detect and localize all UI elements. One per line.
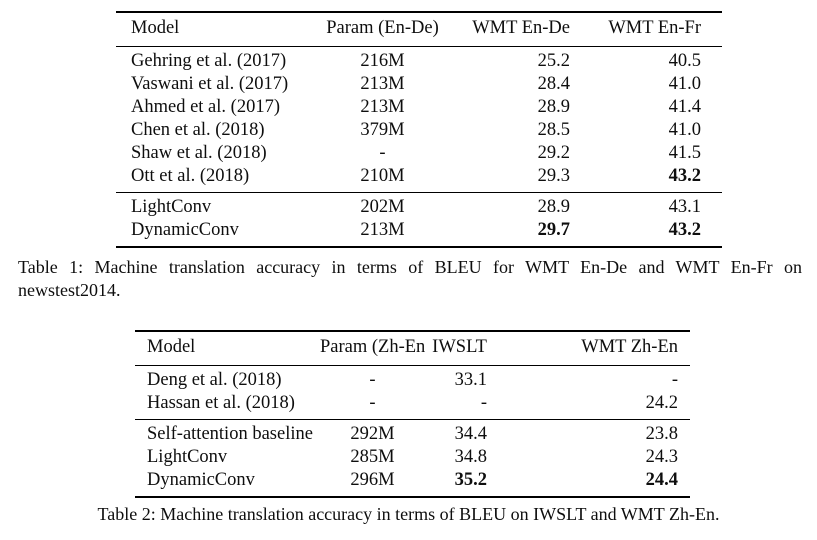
table-row: Vaswani et al. (2017) 213M 28.4 41.0	[116, 73, 722, 96]
value-cell: 24.3	[645, 447, 678, 467]
value-cell: 40.5	[668, 51, 701, 71]
table-row: DynamicConv 296M 35.2 24.4	[135, 469, 690, 497]
value-cell: 41.0	[668, 74, 701, 94]
value-cell: 41.5	[668, 143, 701, 163]
value-cell: 213M	[360, 97, 405, 117]
column-header-iwslt: IWSLT	[432, 337, 487, 357]
table-1-group-baselines: Gehring et al. (2017) 216M 25.2 40.5 Vaswani…	[116, 47, 722, 193]
value-cell: 210M	[360, 166, 405, 186]
table-2-group-baselines: Deng et al. (2018) -33.1- Hassan et al. (2…	[135, 366, 690, 420]
model-cell: Vaswani et al. (2017)	[131, 74, 289, 94]
table-row: Gehring et al. (2017) 216M 25.2 40.5	[116, 47, 722, 74]
model-cell: Chen et al. (2018)	[131, 120, 265, 140]
value-cell: 34.8	[454, 447, 487, 467]
value-cell: 28.5	[537, 120, 570, 140]
table-1-caption: Table 1: Machine translation accuracy in…	[18, 257, 802, 300]
value-cell: -	[379, 143, 386, 163]
value-cell: 41.0	[668, 120, 701, 140]
table-2-caption: Table 2: Machine translation accuracy in…	[97, 504, 720, 524]
column-header-param-en-de: Param (En-De)	[326, 18, 439, 38]
column-header-param-zh-en: Param (Zh-En)	[320, 337, 425, 357]
table-1-container: Model Param (En-De) WMT En-De WMT En-Fr Geh…	[116, 11, 722, 248]
value-cell: -	[369, 370, 376, 390]
value-cell: 35.2	[454, 470, 487, 490]
model-cell: Ott et al. (2018)	[131, 166, 250, 186]
value-cell: -	[671, 370, 678, 390]
value-cell: 296M	[350, 470, 395, 490]
model-cell: DynamicConv	[131, 220, 239, 240]
value-cell: 29.2	[537, 143, 570, 163]
value-cell: 23.8	[645, 424, 678, 444]
table-row: Deng et al. (2018) - 33.1 -	[135, 366, 690, 393]
value-cell: 24.4	[645, 470, 678, 490]
table-1-head: Model Param (En-De) WMT En-De WMT En-Fr	[116, 12, 722, 47]
value-cell: 213M	[360, 220, 405, 240]
value-cell: 216M	[360, 51, 405, 71]
value-cell: 43.2	[668, 166, 701, 186]
value-cell: 202M	[360, 197, 405, 217]
value-cell: 29.7	[537, 220, 570, 240]
value-cell: 25.2	[537, 51, 570, 71]
value-cell: 285M	[350, 447, 395, 467]
table-row: Shaw et al. (2018) - 29.2 41.5	[116, 142, 722, 165]
table-row: LightConv 285M 34.8 24.3	[135, 446, 690, 469]
value-cell: -	[369, 393, 376, 413]
value-cell: 292M	[350, 424, 395, 444]
column-header-model: Model	[147, 337, 196, 357]
header-row: Model Param (Zh-En) IWSLT WMT Zh-En	[135, 331, 690, 366]
table-row: Self-attention baseline 292M 34.4 23.8	[135, 420, 690, 447]
model-cell: DynamicConv	[147, 470, 255, 490]
header-row: Model Param (En-De) WMT En-De WMT En-Fr	[116, 12, 722, 47]
value-cell: 34.4	[454, 424, 487, 444]
value-cell: 33.1	[454, 370, 487, 390]
table-row: Chen et al. (2018) 379M 28.5 41.0	[116, 119, 722, 142]
table-row: LightConv 202M 28.9 43.1	[116, 193, 722, 220]
table-row: Hassan et al. (2018) - - 24.2	[135, 392, 690, 420]
model-cell: LightConv	[131, 197, 212, 217]
model-cell: Gehring et al. (2017)	[131, 51, 287, 71]
table-row: Ahmed et al. (2017) 213M 28.9 41.4	[116, 96, 722, 119]
model-cell: LightConv	[147, 447, 228, 467]
model-cell: Shaw et al. (2018)	[131, 143, 267, 163]
column-header-wmt-zh-en: WMT Zh-En	[581, 337, 678, 357]
value-cell: 28.9	[537, 197, 570, 217]
value-cell: 43.2	[668, 220, 701, 240]
value-cell: 24.2	[645, 393, 678, 413]
value-cell: 43.1	[668, 197, 701, 217]
table-1-group-proposed: LightConv 202M 28.9 43.1 DynamicConv 213M 29.7…	[116, 193, 722, 248]
value-cell: 28.4	[537, 74, 570, 94]
value-cell: -	[480, 393, 487, 413]
value-cell: 379M	[360, 120, 405, 140]
value-cell: 213M	[360, 74, 405, 94]
model-cell: Self-attention baseline	[147, 424, 313, 444]
value-cell: 41.4	[668, 97, 701, 117]
model-cell: Deng et al. (2018)	[147, 370, 282, 390]
table-2-container: Model Param (Zh-En) IWSLT WMT Zh-En Deng et…	[135, 330, 690, 498]
value-cell: 29.3	[537, 166, 570, 186]
column-header-wmt-en-fr: WMT En-Fr	[608, 18, 701, 38]
table-1: Model Param (En-De) WMT En-De WMT En-Fr Geh…	[116, 11, 722, 248]
table-2-group-proposed: Self-attention baseline 292M 34.4 23.8 Light…	[135, 420, 690, 498]
table-row: Ott et al. (2018) 210M 29.3 43.2	[116, 165, 722, 193]
table-2: Model Param (Zh-En) IWSLT WMT Zh-En Deng et…	[135, 330, 690, 498]
model-cell: Ahmed et al. (2017)	[131, 97, 280, 117]
value-cell: 28.9	[537, 97, 570, 117]
table-row: DynamicConv 213M 29.7 43.2	[116, 219, 722, 247]
column-header-wmt-en-de: WMT En-De	[472, 18, 570, 38]
column-header-model: Model	[131, 18, 180, 38]
model-cell: Hassan et al. (2018)	[147, 393, 295, 413]
table-2-head: Model Param (Zh-En) IWSLT WMT Zh-En	[135, 331, 690, 366]
